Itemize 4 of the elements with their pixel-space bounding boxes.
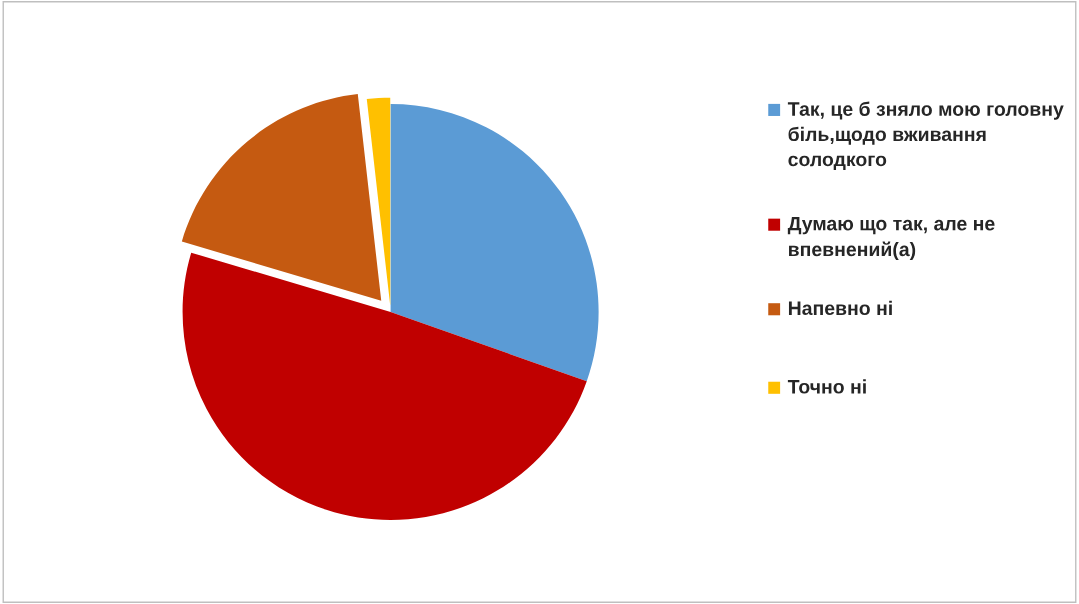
legend-label: Напевно ні [788, 300, 892, 316]
legend-label: Думаю що так, але не впевнений(а) [787, 216, 995, 261]
legend-label: Точно ні [787, 379, 866, 394]
legend-label: Так, це б зняло мою головну біль,щодо вживання солодкого [787, 101, 1064, 170]
